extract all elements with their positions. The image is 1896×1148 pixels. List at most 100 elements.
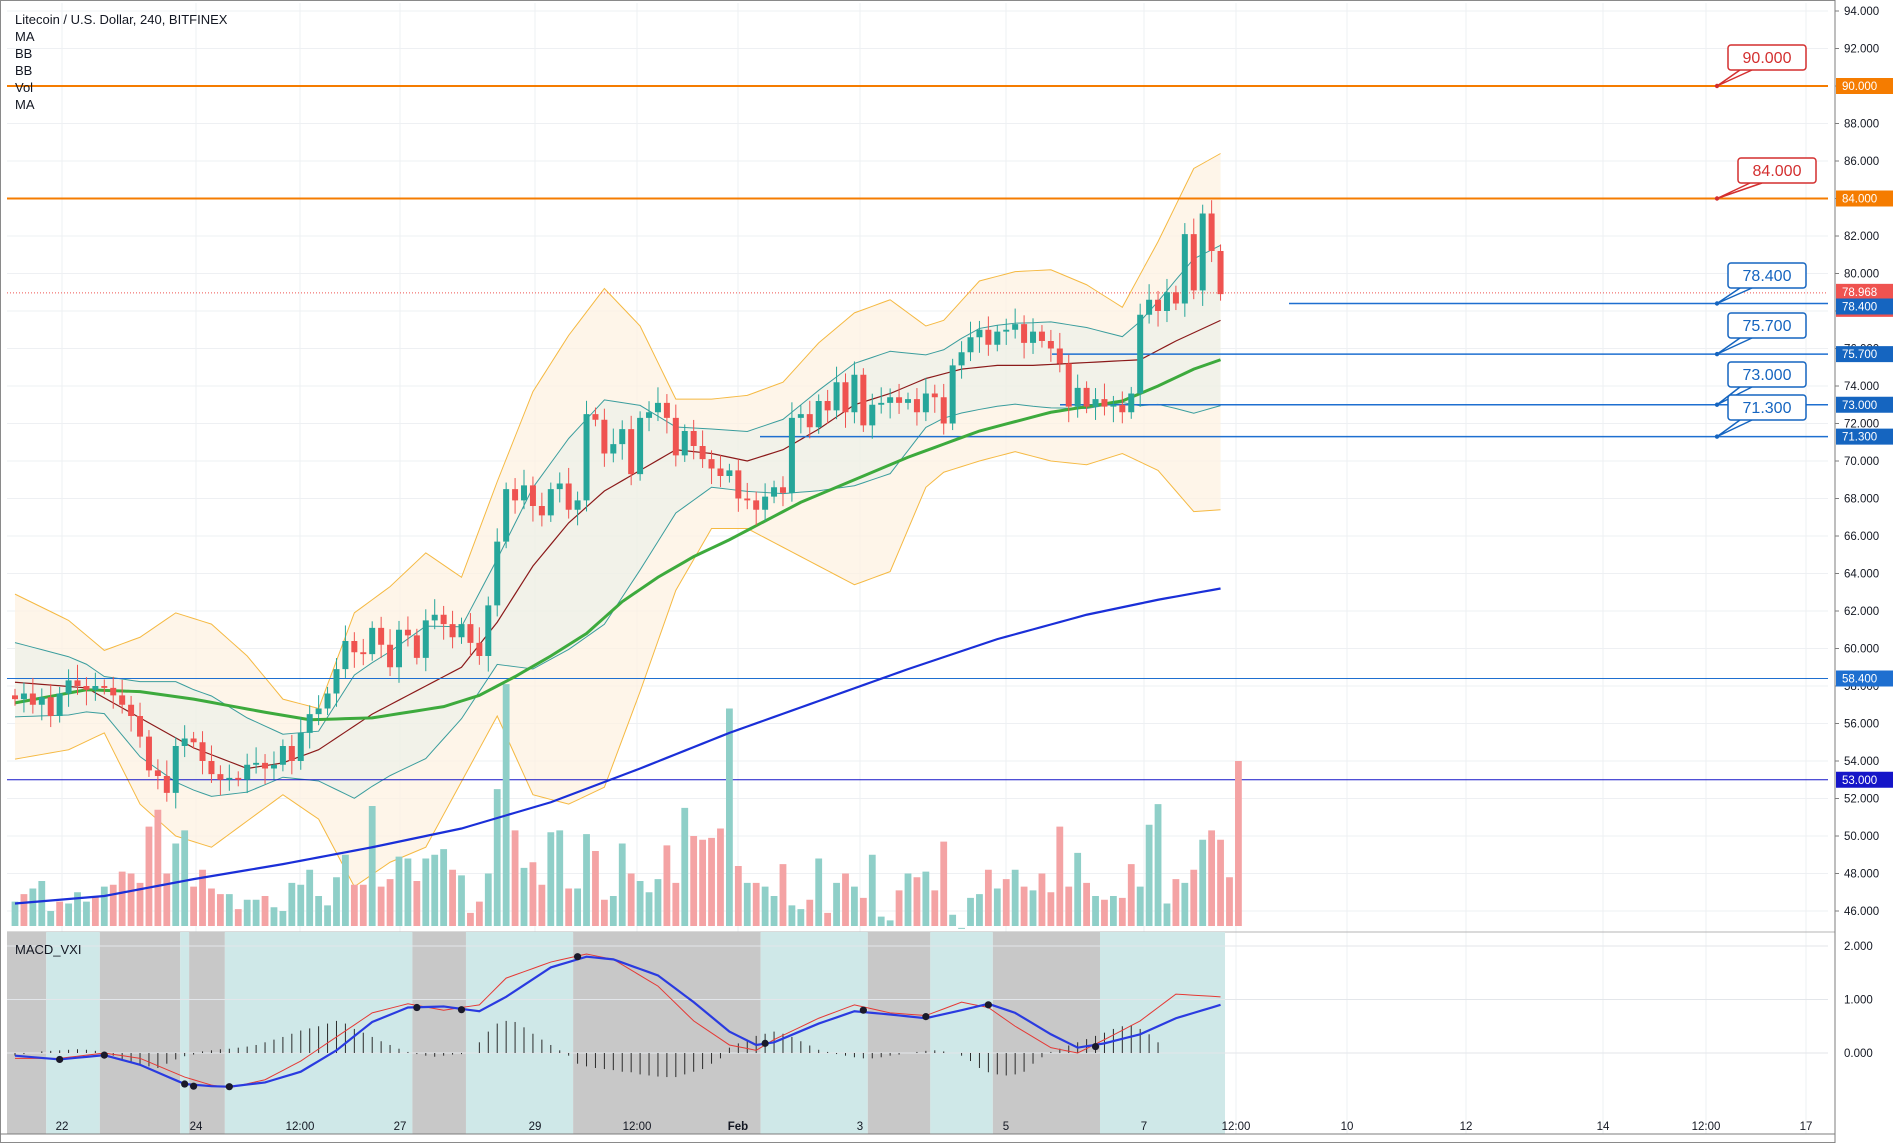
macd-bg-down (412, 932, 466, 1134)
candle (199, 742, 206, 761)
axis-tag-78-4-bg (1836, 298, 1893, 315)
indicator-bb-2[interactable]: BB (15, 63, 33, 78)
volume-bar (895, 890, 903, 926)
price-tick-label: 86.000 (1844, 156, 1879, 168)
candle (878, 402, 885, 405)
candle (306, 714, 313, 733)
candle (681, 431, 688, 456)
volume-bar (984, 869, 992, 926)
candle (351, 641, 358, 653)
axis-tag-last-price: 78.968 (1842, 287, 1877, 299)
candle (181, 738, 188, 746)
callout-box (1737, 157, 1817, 184)
symbol-title[interactable]: Litecoin / U.S. Dollar, 240, BITFINEX (15, 12, 228, 27)
volume-bar (74, 892, 81, 926)
callout-box (1727, 262, 1807, 289)
price-tick-label: 92.000 (1844, 44, 1879, 56)
candle (1208, 213, 1215, 251)
macd-tick-label: 2.000 (1844, 941, 1873, 953)
volume-bar (592, 851, 599, 926)
volume-bar (368, 806, 376, 926)
candle (699, 446, 706, 460)
macd-cross-dot (1091, 1042, 1100, 1051)
price-tick-label: 82.000 (1844, 231, 1879, 243)
indicator-ma[interactable]: MA (15, 29, 35, 44)
price-tick-label: 46.000 (1844, 906, 1879, 918)
candle (708, 459, 715, 469)
candle (771, 487, 778, 497)
callout-label-90.000: 90.000 (1743, 50, 1792, 67)
callout-anchor (1714, 402, 1720, 407)
candle (1065, 363, 1072, 407)
price-tick-label: 94.000 (1844, 6, 1879, 18)
price-tick-label: 74.000 (1844, 381, 1879, 393)
macd-cross-dot (56, 1055, 64, 1064)
volume-bar (743, 882, 751, 926)
candle (1074, 387, 1081, 407)
candle (726, 470, 733, 476)
volume-bar (1226, 877, 1233, 926)
volume-bar (154, 809, 162, 926)
price-tick-label: 64.000 (1844, 569, 1879, 581)
indicator-vol[interactable]: Vol (15, 80, 34, 95)
candle (779, 487, 786, 493)
candle (815, 401, 822, 428)
macd-indicator-label[interactable]: MACD_VXI (15, 942, 82, 957)
candle (333, 669, 340, 694)
candle (1083, 387, 1090, 407)
volume-bar (136, 882, 144, 926)
candle (12, 695, 18, 700)
candle (172, 746, 179, 793)
price-tick-label: 48.000 (1844, 869, 1879, 881)
candle (583, 414, 590, 501)
candle (163, 776, 170, 793)
candle (1163, 292, 1170, 311)
macd-bg-down (992, 932, 1100, 1134)
volume-bar (225, 894, 233, 926)
volume-bar (886, 920, 894, 926)
time-tick-label: 24 (190, 1121, 203, 1133)
callout-box (1727, 361, 1807, 388)
volume-bar (770, 896, 778, 926)
candle (29, 693, 36, 705)
volume-bar (815, 858, 823, 926)
chart-legend: Litecoin / U.S. Dollar, 240, BITFINEX MA… (15, 11, 227, 113)
candle (20, 693, 27, 700)
candle (538, 506, 545, 516)
indicator-bb[interactable]: BB (15, 46, 33, 61)
volume-bar (1199, 839, 1207, 926)
candle (574, 500, 581, 510)
volume-bar (1083, 882, 1090, 926)
ma-green-line (14, 358, 1222, 722)
macd-cross-dot (100, 1051, 108, 1059)
candle (413, 635, 420, 658)
candle (806, 414, 813, 428)
candle (512, 489, 519, 501)
volume-bar (1074, 852, 1082, 926)
volume-bar (502, 684, 510, 926)
candle (208, 761, 215, 775)
macd-tick-label: 0.000 (1844, 1048, 1873, 1060)
volume-bar (922, 871, 930, 926)
axis-tag-53: 53.000 (1842, 775, 1877, 787)
candle (101, 686, 108, 688)
candle (762, 496, 769, 510)
candle (1110, 404, 1117, 407)
indicator-ma-2[interactable]: MA (15, 97, 35, 112)
candle (896, 397, 903, 403)
volume-bar (1047, 892, 1055, 926)
candle (860, 374, 867, 426)
volume-bar (20, 894, 28, 926)
volume-bar (199, 869, 206, 926)
candle (83, 686, 90, 690)
candle (824, 401, 831, 411)
candle (922, 393, 929, 413)
axis-tag-84-bg (1836, 190, 1893, 207)
volume-bar (797, 909, 805, 926)
candle (601, 419, 608, 454)
candle (913, 399, 920, 413)
volume-bar (467, 912, 474, 926)
volume-bar (806, 899, 814, 926)
